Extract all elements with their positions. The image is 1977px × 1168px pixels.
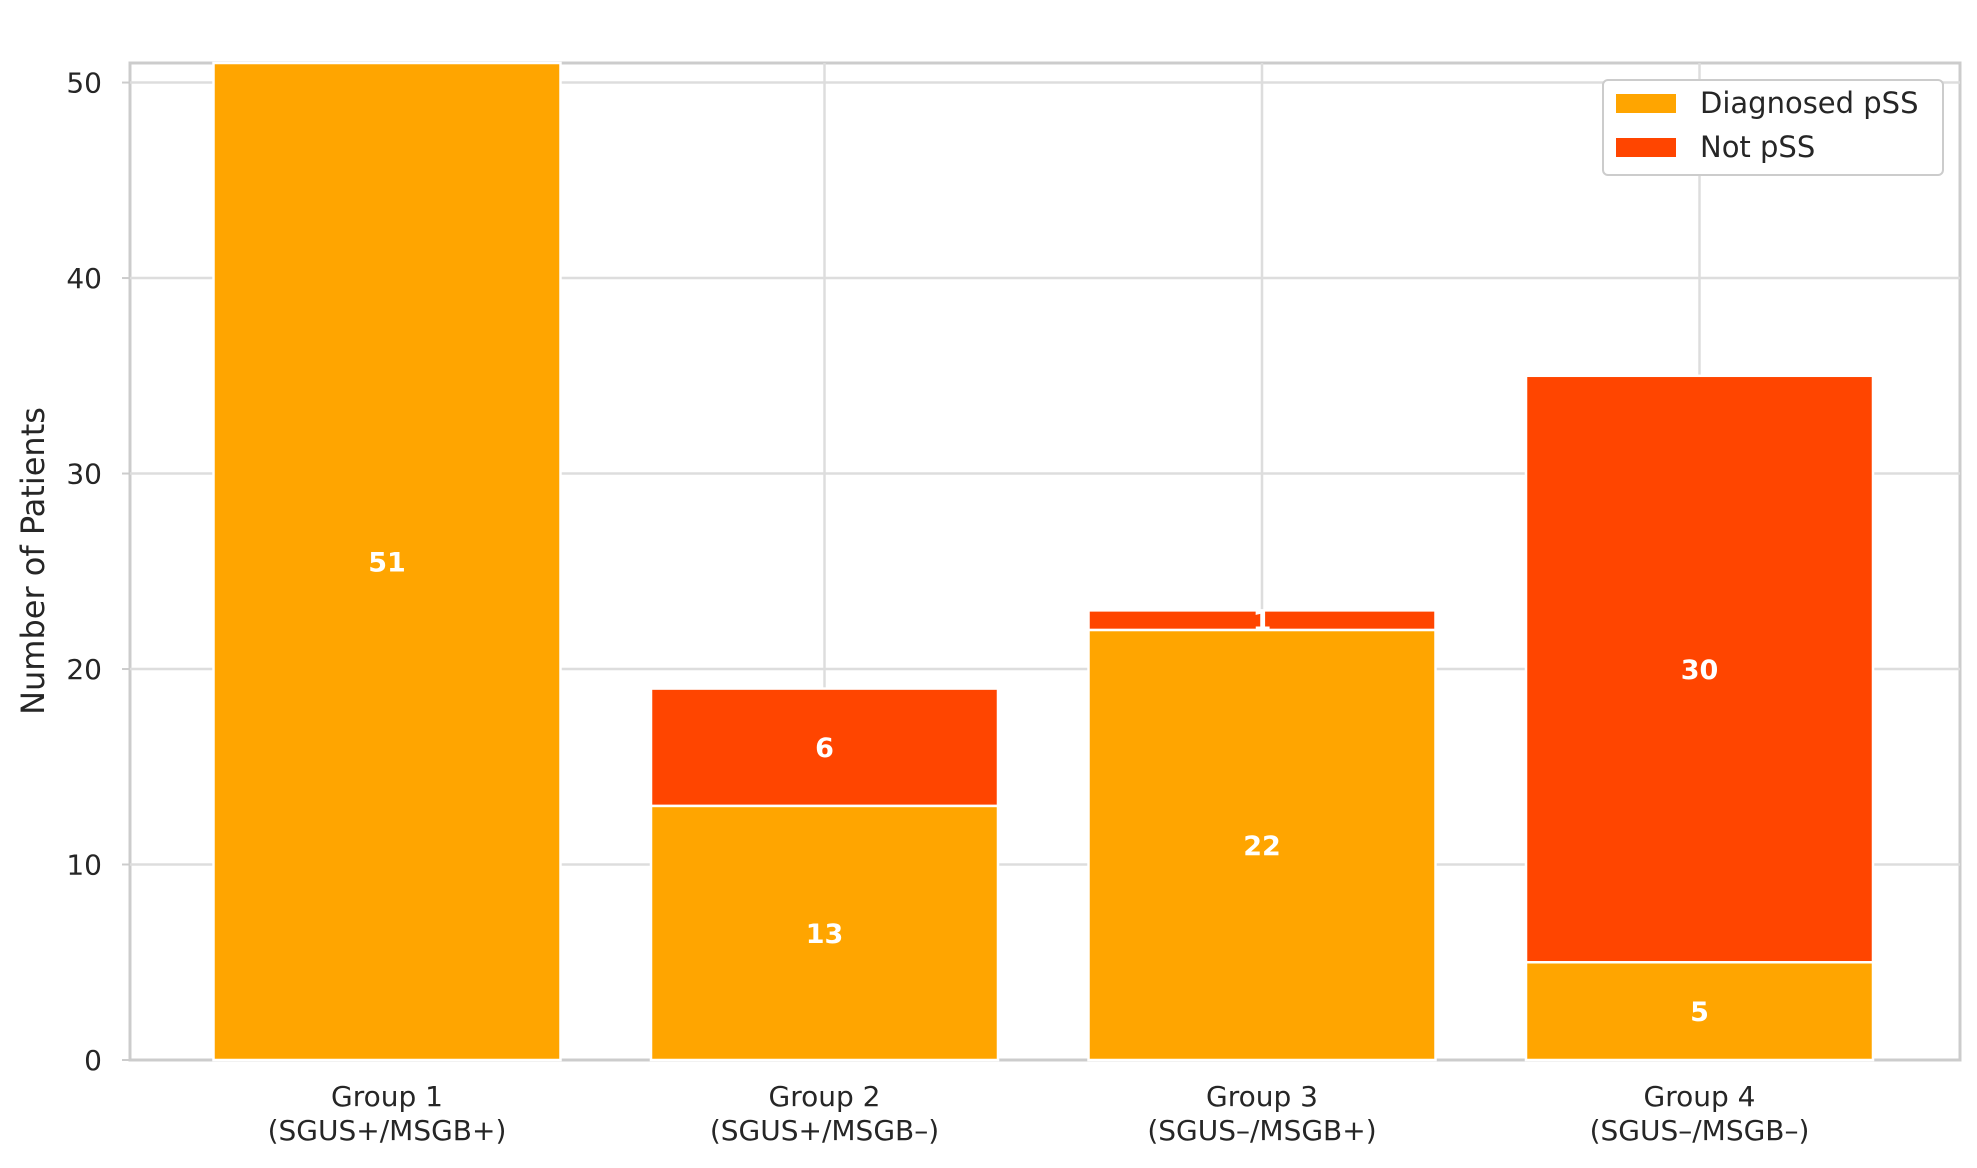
bar-group2-series1 — [649, 804, 1000, 1062]
y-tick-label-0: 0 — [84, 1044, 102, 1077]
y-tick-label-40: 40 — [66, 262, 102, 295]
x-tick-label-line: Group 4 — [1644, 1080, 1756, 1113]
x-tick-label-line: (SGUS+/MSGB+) — [268, 1114, 507, 1147]
bar-group1-series1 — [212, 61, 562, 1062]
bar-label-group1-series1: 51 — [368, 548, 406, 579]
legend-label-not-pss: Not pSS — [1700, 130, 1815, 164]
x-tick-label-line: (SGUS–/MSGB–) — [1590, 1114, 1810, 1147]
legend-label-diagnosed-pss: Diagnosed pSS — [1700, 86, 1919, 120]
bar-label-group2-series2: 6 — [815, 733, 834, 764]
legend-box — [1602, 79, 1944, 176]
y-tick-label-20: 20 — [66, 653, 102, 686]
x-tick-label-group4: Group 4 (SGUS–/MSGB–) — [1590, 1080, 1810, 1147]
x-tick-label-line: (SGUS–/MSGB+) — [1147, 1114, 1376, 1147]
legend-swatch-diagnosed-pss — [1616, 94, 1676, 113]
bar-label-group2-series1: 13 — [806, 919, 844, 950]
bars — [212, 61, 1875, 1062]
y-tick-label-10: 10 — [66, 849, 102, 882]
legend-swatch-not-pss — [1616, 138, 1676, 157]
bar-label-group3-series2: 1 — [1253, 606, 1272, 637]
bar-group2-series2 — [649, 687, 1000, 808]
y-axis-label: Number of Patients — [14, 407, 52, 715]
x-tick-label-line: Group 3 — [1206, 1080, 1318, 1113]
bar-group4-series2 — [1524, 374, 1875, 964]
bar-label-group3-series1: 22 — [1243, 831, 1281, 862]
x-tick-label-line: (SGUS+/MSGB–) — [710, 1114, 939, 1147]
y-tick-label-50: 50 — [66, 67, 102, 100]
x-axis-ticks: Group 1 (SGUS+/MSGB+) Group 2 (SGUS+/MSGB–)… — [268, 1080, 1810, 1147]
bar-label-group4-series2: 30 — [1681, 655, 1719, 686]
bar-label-group4-series1: 5 — [1690, 997, 1709, 1028]
x-tick-label-line: Group 1 — [331, 1080, 443, 1113]
x-tick-label-group2: Group 2 (SGUS+/MSGB–) — [710, 1080, 939, 1147]
legend: Diagnosed pSS Not pSS — [1602, 79, 1944, 176]
bar-group3-series1 — [1087, 628, 1437, 1062]
bar-value-labels: 51 13 6 22 1 5 30 — [368, 548, 1718, 1029]
x-tick-label-group3: Group 3 (SGUS–/MSGB+) — [1147, 1080, 1376, 1147]
x-tick-label-group1: Group 1 (SGUS+/MSGB+) — [268, 1080, 507, 1147]
bar-group4-series1 — [1524, 961, 1875, 1062]
y-tick-label-30: 30 — [66, 458, 102, 491]
bar-group3-series2 — [1087, 609, 1437, 632]
x-tick-label-line: Group 2 — [769, 1080, 881, 1113]
y-axis-ticks: 0 10 20 30 40 50 — [66, 67, 130, 1077]
